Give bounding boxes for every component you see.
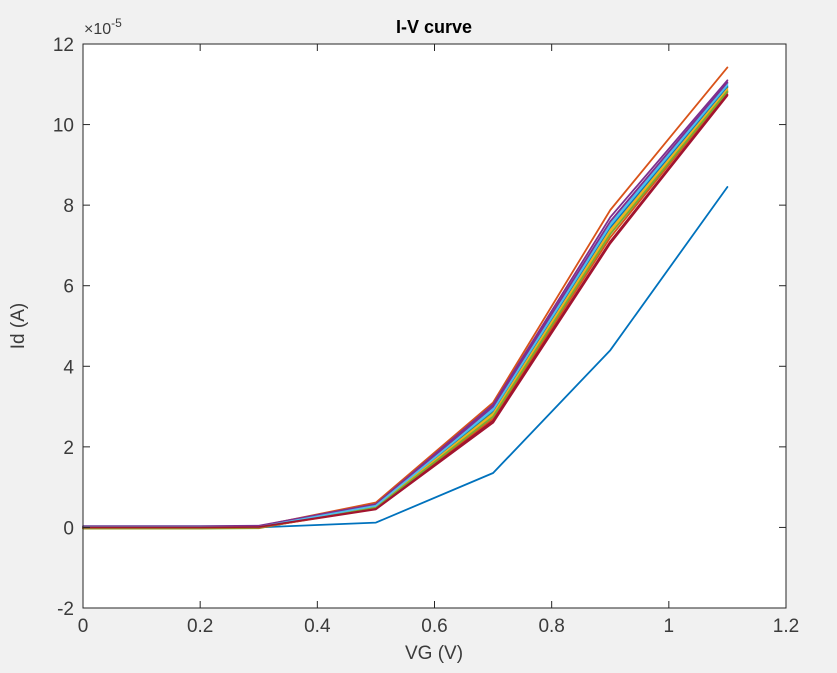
curves-group xyxy=(82,66,729,530)
y-tick-label: 8 xyxy=(63,196,74,217)
x-tick-label: 1.2 xyxy=(773,616,799,637)
y-axis-label: Id (A) xyxy=(8,303,29,349)
y-tick-label: 12 xyxy=(53,35,74,56)
plot-area xyxy=(83,44,786,608)
x-tick-label: 0.2 xyxy=(187,616,213,637)
chart-title: I-V curve xyxy=(396,17,472,37)
y-tick-label: 2 xyxy=(63,438,74,459)
curve-14 xyxy=(82,93,729,529)
y-tick-label: 0 xyxy=(63,518,74,539)
ticks-group xyxy=(82,43,787,609)
x-tick-label: 0.6 xyxy=(421,616,447,637)
y-exponent-base: ×10 xyxy=(84,21,111,38)
y-tick-label: -2 xyxy=(57,599,74,620)
x-axis-label: VG (V) xyxy=(405,643,463,664)
y-axis-exponent-label: ×10-5 xyxy=(84,16,122,38)
x-tick-label: 0 xyxy=(78,616,89,637)
y-exponent-power: -5 xyxy=(111,16,122,30)
x-tick-label: 1 xyxy=(664,616,675,637)
y-tick-label: 10 xyxy=(53,116,74,137)
x-tick-label: 0.4 xyxy=(304,616,331,637)
y-tick-label: 6 xyxy=(63,277,74,298)
x-tick-label: 0.8 xyxy=(538,616,564,637)
y-tick-label: 4 xyxy=(63,357,74,378)
